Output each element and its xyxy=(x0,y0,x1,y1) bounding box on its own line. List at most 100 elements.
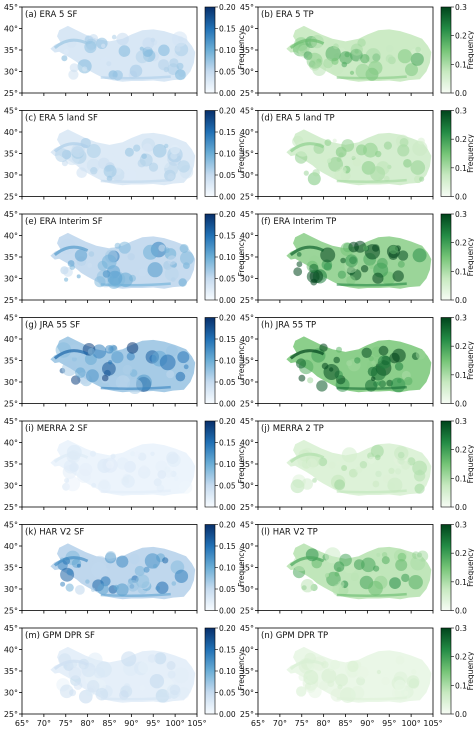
data-blob xyxy=(392,270,404,282)
map-panel: (f) ERA Interim TP 25° 30° 35° 40° 45° 0.0 0.1 0… xyxy=(240,210,474,305)
panel-label: (n) GPM DPR TP xyxy=(261,631,328,641)
data-blob xyxy=(354,240,367,253)
data-blob xyxy=(415,349,426,360)
data-blob xyxy=(399,138,409,147)
data-blob xyxy=(111,34,117,40)
data-blob xyxy=(397,260,405,268)
data-blob xyxy=(170,277,176,282)
data-blob xyxy=(385,45,394,53)
data-blob xyxy=(81,662,96,678)
y-tick-label: 30° xyxy=(240,171,254,180)
data-blob xyxy=(61,361,77,377)
data-blob xyxy=(376,669,381,675)
data-blob xyxy=(155,585,161,591)
panel-label: (l) HAR V2 TP xyxy=(261,528,318,538)
data-blob xyxy=(363,142,378,158)
data-blob xyxy=(383,141,392,150)
data-blob xyxy=(82,66,88,72)
data-blob xyxy=(91,562,107,578)
data-blob xyxy=(332,583,345,596)
x-tick-label: 90° xyxy=(360,719,374,728)
edge-band xyxy=(289,245,325,257)
data-blob xyxy=(341,447,357,463)
data-blob xyxy=(119,690,129,700)
data-blob xyxy=(328,461,336,469)
data-blob xyxy=(113,584,119,591)
y-tick-label: 35° xyxy=(240,253,254,262)
data-blob xyxy=(395,655,405,665)
data-blob xyxy=(69,264,76,270)
data-blob xyxy=(368,465,383,479)
colorbar-tick-label: 0.15 xyxy=(219,25,236,34)
edge-band xyxy=(289,452,325,464)
x-tick-label: 80° xyxy=(317,719,331,728)
data-blob xyxy=(367,456,376,464)
colorbar-label: Frequency xyxy=(466,444,474,483)
y-tick-label: 30° xyxy=(240,689,254,698)
map-panel: (e) ERA Interim SF 25° 30° 35° 40° 45° 0.00 0.0… xyxy=(4,210,246,305)
data-blob xyxy=(401,573,410,583)
data-blob xyxy=(101,43,106,48)
data-blob xyxy=(65,583,74,592)
y-tick-label: 45° xyxy=(4,314,18,323)
colorbar-tick-label: 0.15 xyxy=(219,439,236,448)
data-blob xyxy=(121,475,135,488)
data-blob xyxy=(137,159,146,168)
data-blob xyxy=(158,244,166,252)
data-blob xyxy=(335,673,348,687)
data-blob xyxy=(111,351,124,364)
data-blob xyxy=(158,59,170,71)
y-tick-label: 40° xyxy=(4,232,18,241)
data-blob xyxy=(174,46,181,52)
edge-band xyxy=(100,178,171,183)
data-blob xyxy=(105,345,114,354)
y-tick-label: 30° xyxy=(240,68,254,77)
colorbar-tick-label: 0.2 xyxy=(455,549,467,558)
data-blob xyxy=(310,278,318,286)
data-blob xyxy=(167,670,176,679)
data-blob xyxy=(350,43,363,56)
data-blob xyxy=(75,585,85,595)
data-blob xyxy=(68,69,79,80)
data-blob xyxy=(85,579,90,584)
colorbar xyxy=(204,627,216,715)
data-blob xyxy=(99,57,112,70)
data-blob xyxy=(171,31,188,47)
y-tick-label: 40° xyxy=(240,542,254,551)
y-tick-label: 35° xyxy=(4,667,18,676)
data-blob xyxy=(347,660,359,673)
data-blob xyxy=(179,244,189,253)
data-blob xyxy=(293,267,303,277)
data-blob xyxy=(339,51,353,65)
panel-label: (f) ERA Interim TP xyxy=(261,217,336,227)
y-tick-label: 40° xyxy=(240,335,254,344)
y-tick-label: 40° xyxy=(4,128,18,137)
data-blob xyxy=(63,459,78,474)
data-blob xyxy=(157,470,167,479)
data-blob xyxy=(71,143,85,158)
data-blob xyxy=(164,143,169,149)
colorbar-tick-label: 0.1 xyxy=(455,60,467,69)
y-tick-label: 35° xyxy=(4,357,18,366)
colorbar-tick-label: 0.05 xyxy=(219,171,236,180)
data-blob xyxy=(173,475,179,481)
colorbar-tick-label: 0.1 xyxy=(455,267,467,276)
data-blob xyxy=(116,457,129,470)
data-blob xyxy=(87,348,95,356)
colorbar xyxy=(204,213,216,301)
data-blob xyxy=(372,244,380,252)
x-tick-label: 75° xyxy=(295,719,309,728)
data-blob xyxy=(298,374,306,382)
edge-band xyxy=(289,142,325,153)
map-panel: (a) ERA 5 SF 25° 30° 35° 40° 45° 0.00 0.05 0.10 0… xyxy=(4,3,246,98)
data-blob xyxy=(385,54,394,63)
y-tick-label: 25° xyxy=(4,710,18,719)
panel-label: (d) ERA 5 land TP xyxy=(261,114,335,124)
data-blob xyxy=(127,253,135,261)
data-blob xyxy=(143,244,158,260)
data-blob xyxy=(361,347,372,358)
data-blob xyxy=(381,677,390,685)
data-blob xyxy=(375,454,381,461)
data-blob xyxy=(295,358,307,369)
data-blob xyxy=(323,58,334,69)
